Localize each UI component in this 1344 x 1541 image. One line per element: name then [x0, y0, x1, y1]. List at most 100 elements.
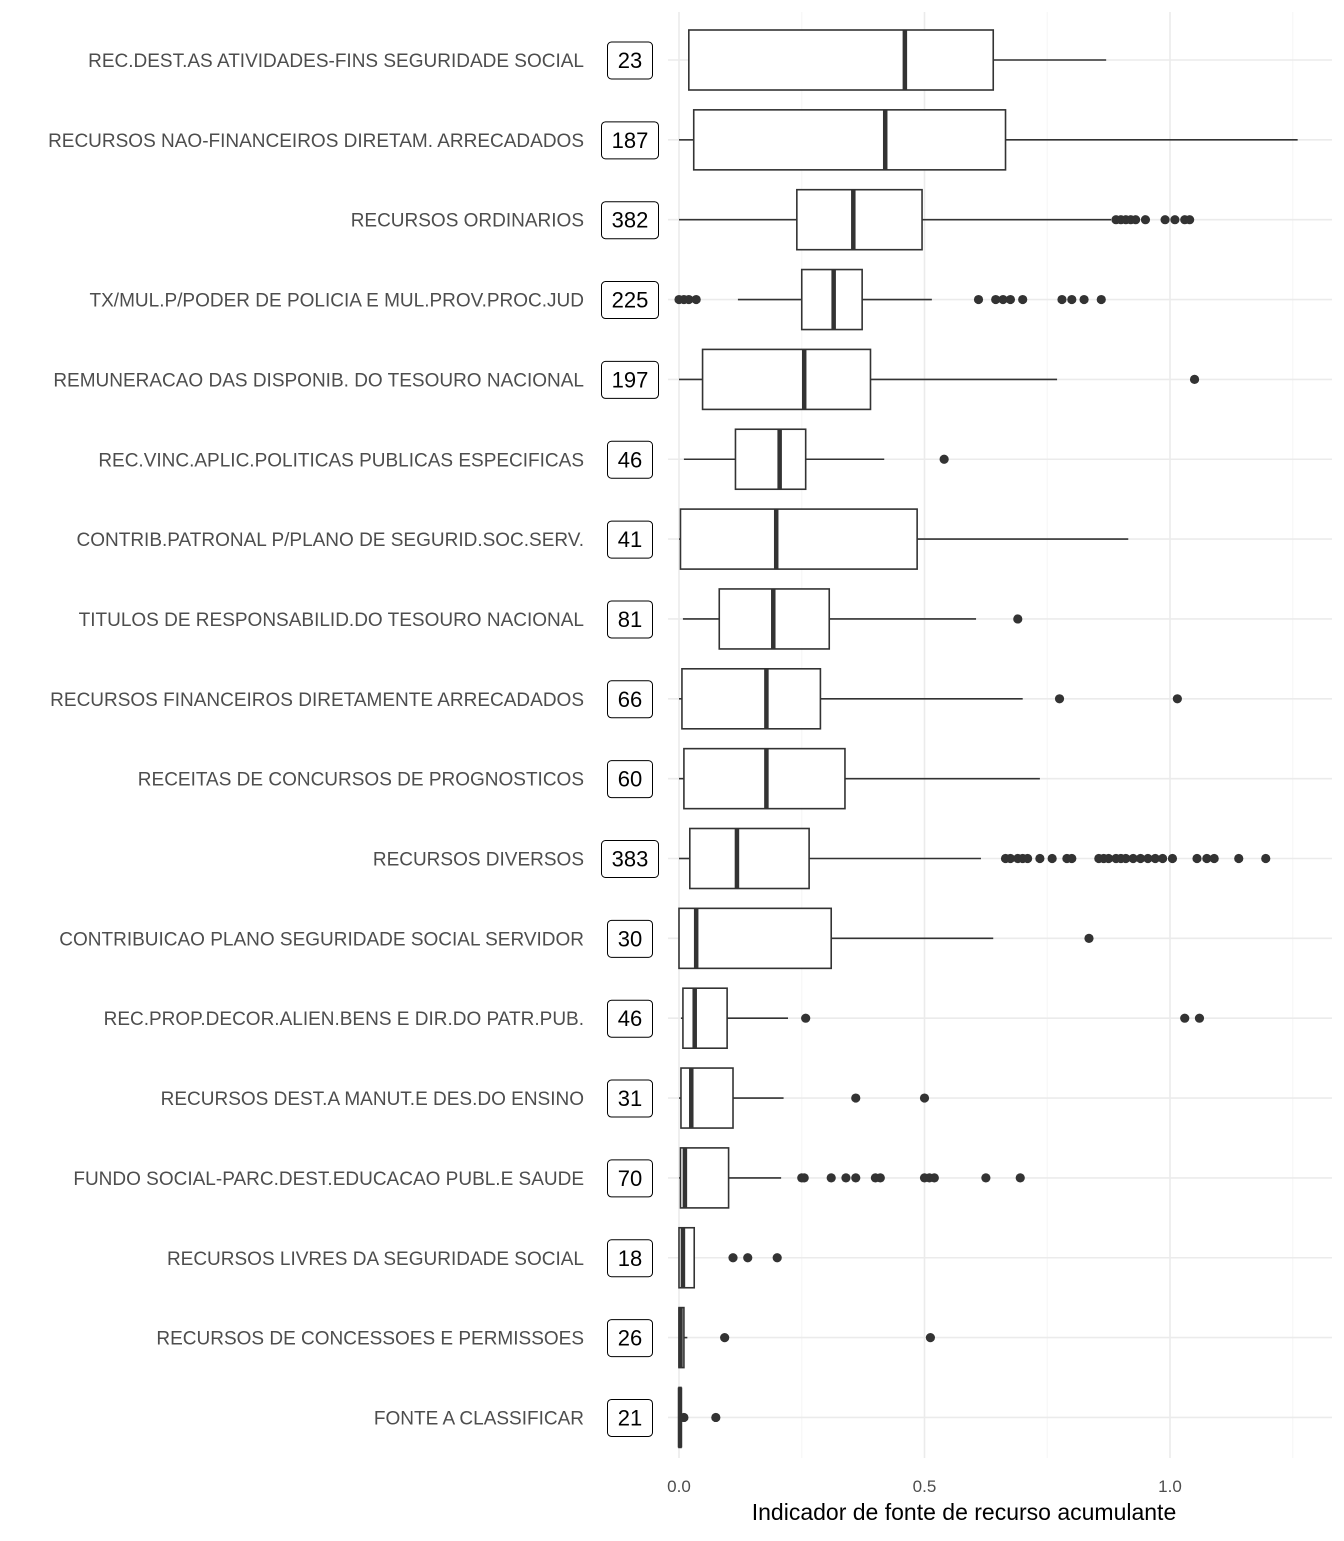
outlier-point — [919, 1093, 930, 1103]
count-label-box — [607, 1398, 653, 1437]
category-label: RECURSOS FINANCEIROS DIRETAMENTE ARRECAD… — [50, 690, 584, 711]
outlier-point — [1158, 853, 1168, 864]
count-label: 383 — [601, 840, 659, 878]
count-label: 46 — [607, 440, 653, 479]
count-label-box — [607, 1319, 653, 1358]
category-label: CONTRIBUICAO PLANO SEGURIDADE SOCIAL SER… — [59, 929, 584, 950]
count-label-text: 23 — [618, 48, 642, 73]
outlier-point — [1104, 853, 1114, 864]
boxplot-row — [679, 348, 1200, 411]
count-label: 31 — [607, 1079, 653, 1118]
count-label-text: 41 — [618, 527, 642, 552]
outlier-point — [991, 294, 1001, 305]
iqr-box — [678, 907, 833, 970]
outlier-point — [728, 1253, 738, 1263]
count-label-text: 46 — [618, 447, 642, 472]
iqr-box — [701, 348, 872, 411]
category-label: REC.PROP.DECOR.ALIEN.BENS E DIR.DO PATR.… — [104, 1009, 584, 1030]
boxplot-row — [677, 1386, 721, 1449]
count-label-box — [607, 600, 653, 639]
outlier-point — [1185, 215, 1195, 225]
count-label-text: 383 — [612, 847, 649, 872]
outlier-point — [1128, 853, 1138, 864]
count-label: 225 — [601, 281, 659, 320]
category-labels: REC.DEST.AS ATIVIDADES-FINS SEGURIDADE S… — [48, 51, 584, 1429]
count-label-box — [607, 1239, 653, 1278]
boxplot-row — [688, 29, 1107, 91]
x-tick-label: 1.0 — [1158, 1477, 1182, 1496]
category-label: RECURSOS DE CONCESSOES E PERMISSOES — [156, 1329, 584, 1350]
outlier-point — [1172, 694, 1182, 704]
iqr-box — [688, 29, 995, 91]
grid-layer — [668, 12, 1332, 1458]
outlier-point — [1084, 933, 1094, 943]
count-label-text: 26 — [618, 1326, 642, 1351]
outlier-point — [1209, 853, 1219, 864]
boxplot-row — [679, 508, 1129, 570]
boxplot-row — [679, 667, 1182, 730]
count-label-box — [607, 999, 653, 1038]
outlier-point — [691, 294, 701, 305]
count-label-text: 81 — [618, 607, 642, 632]
outlier-point — [1035, 853, 1045, 864]
outlier-point — [826, 1173, 836, 1183]
iqr-box — [679, 508, 918, 570]
outlier-point — [1054, 694, 1065, 704]
outlier-point — [743, 1253, 753, 1263]
iqr-box — [679, 1147, 730, 1209]
boxplot-row — [680, 987, 1205, 1050]
outlier-point — [925, 1333, 935, 1343]
outlier-point — [1170, 215, 1180, 225]
boxplot-row — [679, 747, 1040, 810]
category-label: RECURSOS ORDINARIOS — [351, 211, 584, 232]
outlier-point — [939, 454, 949, 464]
count-label: 18 — [607, 1239, 653, 1278]
outlier-point — [1143, 853, 1153, 864]
x-tick-label: 0.0 — [667, 1477, 691, 1496]
outlier-point — [998, 294, 1008, 305]
outlier-point — [1013, 614, 1023, 624]
outlier-point — [1067, 294, 1077, 305]
boxplot-row — [679, 1067, 930, 1129]
outlier-point — [1261, 853, 1271, 864]
count-label-text: 382 — [612, 208, 649, 233]
category-label: CONTRIB.PATRONAL P/PLANO DE SEGURID.SOC.… — [77, 530, 585, 551]
outlier-point — [1047, 853, 1057, 864]
iqr-box — [796, 188, 923, 251]
count-label-box — [601, 281, 659, 320]
count-label-box — [601, 201, 659, 240]
outlier-point — [1160, 215, 1170, 225]
outlier-point — [1015, 1173, 1025, 1183]
outlier-point — [1057, 294, 1067, 305]
count-label: 187 — [601, 121, 659, 160]
x-tick-label: 0.5 — [913, 1477, 937, 1496]
count-label-box — [607, 680, 653, 719]
boxplot-row — [679, 109, 1298, 171]
category-label: RECURSOS DEST.A MANUT.E DES.DO ENSINO — [161, 1089, 584, 1110]
count-label: 66 — [607, 680, 653, 719]
count-label-text: 46 — [618, 1006, 642, 1031]
count-label-box — [601, 121, 659, 160]
count-label: 70 — [607, 1159, 653, 1198]
count-label-text: 197 — [612, 367, 649, 392]
category-label: RECURSOS NAO-FINANCEIROS DIRETAM. ARRECA… — [48, 131, 584, 152]
count-label-box — [607, 919, 653, 958]
count-label: 30 — [607, 919, 653, 958]
count-label: 60 — [607, 760, 653, 799]
count-label-text: 31 — [618, 1086, 642, 1111]
outlier-point — [1023, 853, 1033, 864]
iqr-box — [681, 667, 822, 730]
outlier-point — [851, 1173, 861, 1183]
iqr-box — [682, 987, 728, 1050]
x-axis-title: Indicador de fonte de recurso acumulante — [752, 1499, 1177, 1525]
outlier-point — [679, 1412, 689, 1423]
count-label-box — [607, 1159, 653, 1198]
outlier-point — [1131, 215, 1141, 225]
outlier-point — [1194, 1013, 1205, 1023]
count-label-text: 187 — [612, 128, 649, 153]
outlier-point — [1067, 853, 1077, 864]
outlier-point — [1005, 294, 1016, 305]
count-label-text: 18 — [618, 1246, 642, 1271]
count-label-text: 70 — [618, 1166, 642, 1191]
category-label: REC.VINC.APLIC.POLITICAS PUBLICAS ESPECI… — [98, 450, 584, 471]
